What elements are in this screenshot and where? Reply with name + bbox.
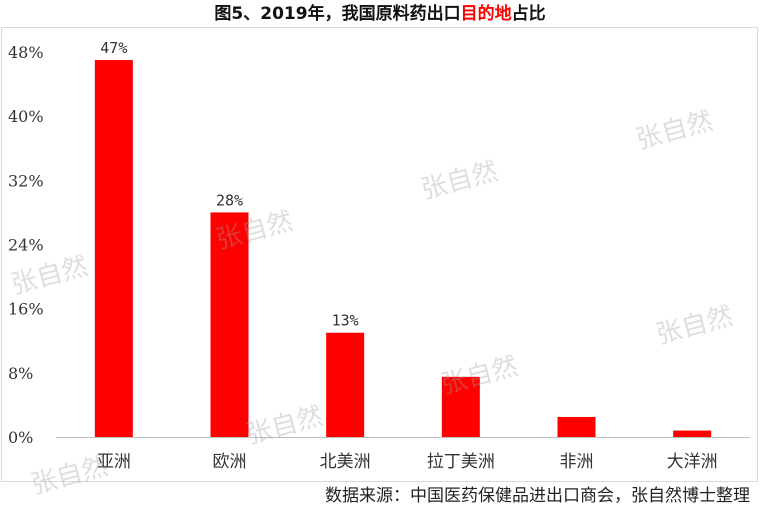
- bar: [94, 60, 133, 437]
- data-label: 47%: [100, 39, 127, 57]
- bar: [210, 212, 249, 437]
- chart-title: 图5、2019年，我国原料药出口目的地占比: [0, 2, 760, 26]
- x-tick-label: 非洲: [560, 452, 594, 472]
- x-tick-label: 北美洲: [320, 452, 371, 472]
- chart-frame: [1, 27, 758, 482]
- x-tick-label: 拉丁美洲: [427, 452, 495, 472]
- title-suffix: 占比: [511, 4, 546, 24]
- y-tick-label: 32%: [8, 171, 44, 190]
- data-label: 28%: [216, 191, 243, 209]
- y-tick-label: 24%: [8, 236, 44, 255]
- title-highlight: 目的地: [460, 4, 512, 24]
- data-source-note: 数据来源：中国医药保健品进出口商会，张自然博士整理: [325, 486, 750, 506]
- bar: [326, 332, 365, 437]
- y-tick-label: 40%: [8, 107, 44, 126]
- y-tick-label: 16%: [8, 300, 44, 319]
- data-label: 13%: [332, 312, 359, 330]
- bar: [441, 376, 480, 437]
- title-prefix: 图5、2019年，我国原料药出口: [214, 4, 461, 24]
- y-tick-label: 0%: [8, 428, 33, 447]
- y-tick-label: 48%: [8, 43, 44, 62]
- x-tick-label: 欧洲: [213, 452, 247, 472]
- bar: [557, 416, 596, 437]
- y-tick-label: 8%: [8, 364, 33, 383]
- x-tick-label: 亚洲: [97, 452, 131, 472]
- x-tick-label: 大洋洲: [667, 452, 718, 472]
- bar: [673, 430, 712, 437]
